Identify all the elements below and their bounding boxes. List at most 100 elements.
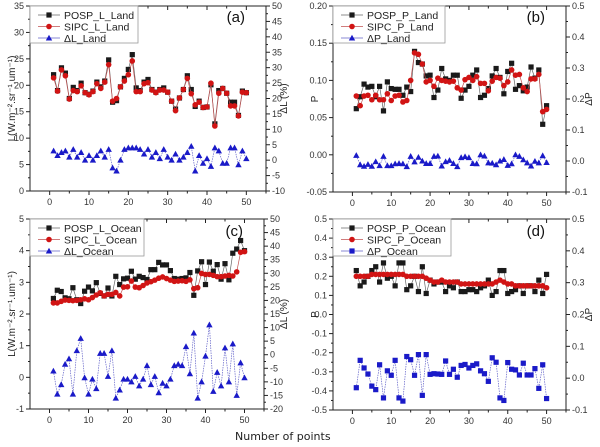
data-point bbox=[543, 103, 550, 109]
data-point bbox=[500, 156, 508, 162]
legend-marker-square bbox=[349, 248, 355, 254]
data-point bbox=[477, 285, 484, 291]
data-point bbox=[481, 281, 488, 287]
data-point bbox=[112, 394, 119, 401]
data-point bbox=[361, 365, 367, 371]
x-tick-label: 30 bbox=[464, 198, 474, 208]
data-point bbox=[458, 95, 464, 101]
legend-label: ΔP_Ocean bbox=[367, 246, 418, 258]
data-point bbox=[415, 59, 422, 66]
data-point bbox=[117, 156, 124, 163]
data-point bbox=[450, 366, 456, 372]
y2-tick-label: -0.1 bbox=[572, 405, 588, 415]
data-point bbox=[516, 83, 522, 89]
x-tick-label: 0 bbox=[350, 198, 355, 208]
data-point bbox=[104, 373, 112, 379]
data-point bbox=[168, 98, 175, 104]
legend-label: SIPC_L_Land bbox=[64, 22, 130, 34]
data-point bbox=[129, 52, 135, 58]
y-tick-label: 0.20 bbox=[309, 1, 327, 11]
data-point bbox=[229, 340, 236, 347]
data-point bbox=[124, 283, 131, 290]
data-point bbox=[168, 156, 175, 163]
data-point bbox=[512, 287, 519, 293]
data-point bbox=[462, 281, 468, 287]
data-point bbox=[187, 277, 193, 283]
y-tick-label: 0.5 bbox=[314, 214, 327, 224]
data-point bbox=[477, 80, 484, 87]
x-tick-label: 10 bbox=[386, 198, 396, 208]
data-point bbox=[178, 362, 186, 369]
data-point bbox=[473, 160, 480, 167]
data-point bbox=[133, 88, 139, 95]
data-point bbox=[505, 290, 511, 297]
data-point bbox=[117, 281, 123, 288]
data-point bbox=[105, 146, 112, 152]
data-point bbox=[235, 113, 242, 119]
data-point bbox=[431, 279, 437, 285]
data-point bbox=[443, 358, 449, 364]
y-tick-label: 0.2 bbox=[314, 271, 327, 281]
data-point bbox=[163, 262, 170, 268]
data-point bbox=[105, 285, 111, 291]
y2-tick-label: -5 bbox=[272, 171, 280, 181]
data-point bbox=[100, 350, 108, 356]
y2-tick-label: 0.2 bbox=[572, 94, 585, 104]
data-point bbox=[419, 157, 426, 164]
legend-marker-square bbox=[46, 12, 52, 18]
data-point bbox=[97, 289, 103, 296]
data-point bbox=[216, 90, 222, 97]
data-point bbox=[524, 283, 530, 289]
data-point bbox=[446, 157, 453, 163]
data-point bbox=[415, 352, 422, 358]
y-tick-label: 0 bbox=[19, 372, 24, 382]
data-point bbox=[188, 90, 195, 97]
x-tick-label: 50 bbox=[241, 197, 251, 207]
data-point bbox=[139, 375, 147, 382]
data-point bbox=[192, 167, 199, 174]
data-point bbox=[353, 152, 360, 158]
panel-c: 0 10 20 30 40 50-1012345-20-15-10-50510152025… bbox=[7, 214, 290, 425]
data-point bbox=[61, 360, 69, 367]
data-point bbox=[361, 279, 367, 285]
data-point bbox=[147, 381, 155, 388]
data-point bbox=[450, 78, 457, 84]
y-axis-label: L(W.m⁻².sr⁻¹.um⁻¹) bbox=[7, 271, 18, 357]
data-point bbox=[516, 71, 523, 78]
data-point bbox=[153, 89, 159, 96]
y2-tick-label: 5 bbox=[270, 336, 275, 346]
data-point bbox=[62, 147, 69, 154]
data-point bbox=[532, 366, 538, 372]
data-point bbox=[156, 259, 162, 265]
data-point bbox=[54, 390, 61, 397]
data-point bbox=[501, 82, 507, 89]
data-point bbox=[454, 163, 461, 170]
y-tick-label: -0.5 bbox=[311, 405, 327, 415]
data-point bbox=[446, 283, 453, 289]
data-point bbox=[361, 81, 367, 87]
data-point bbox=[194, 284, 201, 291]
data-point bbox=[144, 276, 150, 283]
data-point bbox=[125, 71, 132, 78]
data-point bbox=[222, 261, 228, 267]
data-point bbox=[186, 370, 194, 377]
data-point bbox=[93, 280, 99, 286]
y-tick-label: 1 bbox=[19, 341, 24, 351]
data-point bbox=[493, 65, 499, 72]
data-point bbox=[512, 283, 519, 289]
x-tick-label: 50 bbox=[542, 416, 552, 426]
data-point bbox=[509, 288, 515, 295]
data-point bbox=[219, 85, 226, 92]
legend-label: ΔL_Land bbox=[64, 33, 106, 45]
data-point bbox=[380, 395, 387, 401]
data-point bbox=[108, 347, 116, 354]
data-point bbox=[505, 68, 511, 75]
data-point bbox=[462, 87, 468, 93]
data-point bbox=[520, 360, 526, 366]
data-point bbox=[357, 283, 363, 289]
y-tick-label: 0.10 bbox=[309, 75, 327, 85]
data-point bbox=[372, 158, 379, 165]
data-point bbox=[431, 83, 437, 90]
data-point bbox=[198, 378, 205, 385]
data-point bbox=[501, 91, 507, 97]
